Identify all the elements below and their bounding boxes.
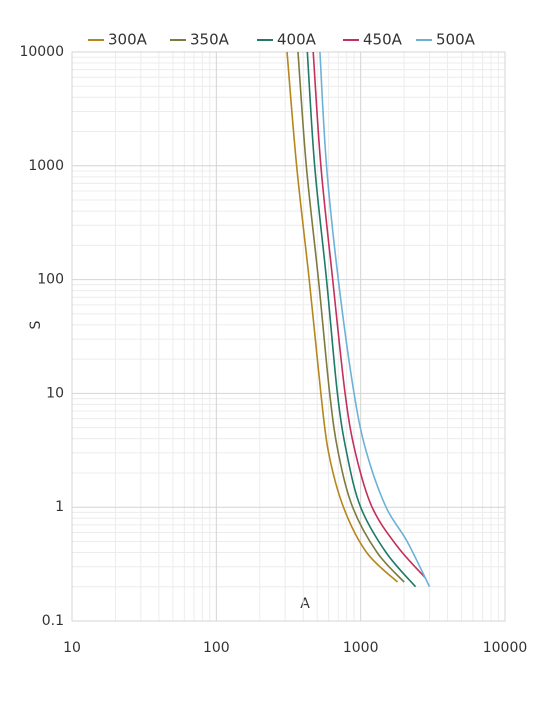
y-tick-label: 10 [46, 385, 64, 401]
legend-label: 450A [363, 31, 403, 49]
legend-label: 350A [190, 31, 230, 49]
y-tick-label: 0.1 [42, 613, 64, 629]
y-tick-label: 100 [37, 272, 64, 288]
series-line [319, 51, 431, 588]
x-tick-label: 10 [63, 640, 81, 656]
series-line [312, 51, 426, 579]
legend-label: 300A [108, 31, 148, 49]
plot-frame [71, 51, 506, 622]
legend-label: 400A [277, 31, 317, 49]
y-tick-label: 1 [55, 499, 64, 515]
x-tick-label: 10000 [483, 640, 528, 656]
y-tick-label: 10000 [19, 44, 64, 60]
y-axis-label: S [28, 320, 44, 329]
series-line [297, 51, 405, 583]
y-tick-label: 1000 [28, 158, 64, 174]
series-line [286, 51, 399, 583]
series-line [306, 51, 417, 588]
x-tick-label: 100 [203, 640, 230, 656]
legend-label: 500A [436, 31, 476, 49]
x-tick-label: 1000 [343, 640, 379, 656]
x-axis-label: A [300, 596, 310, 612]
